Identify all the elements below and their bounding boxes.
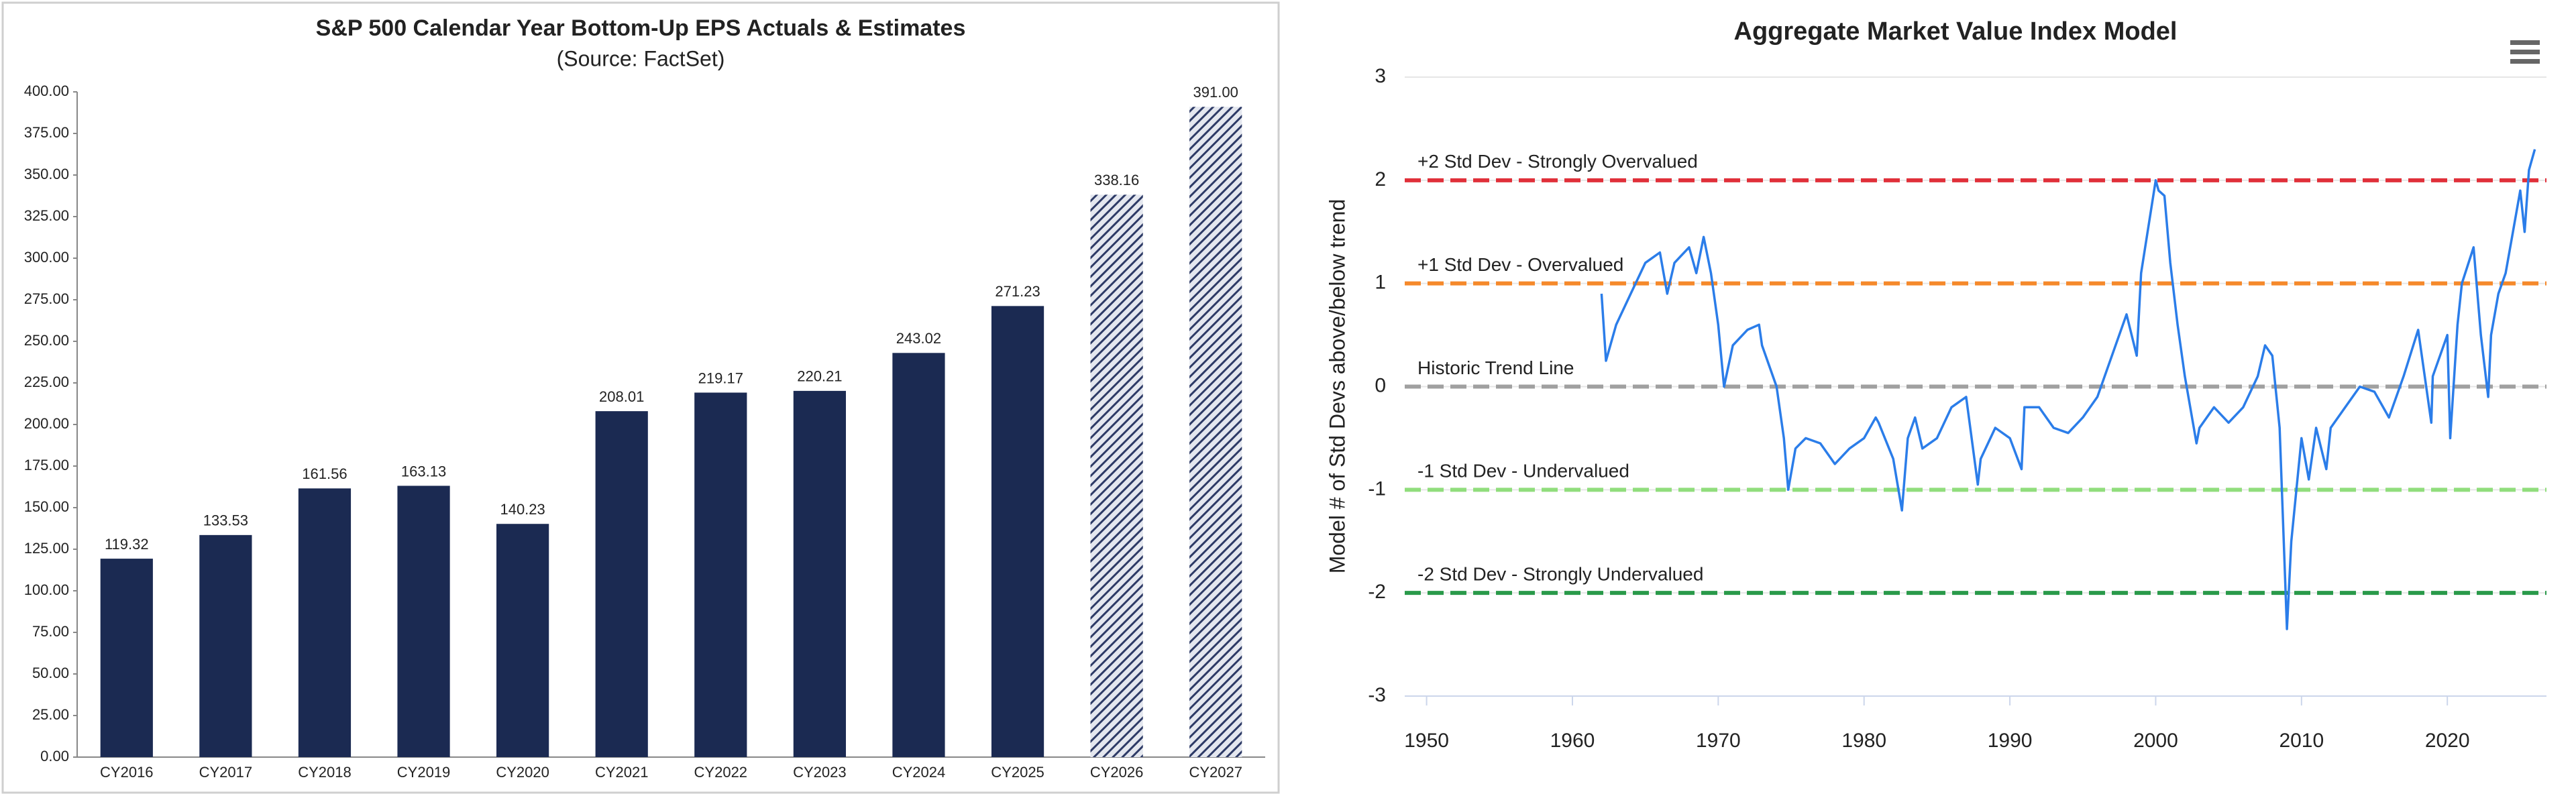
y-tick-label: 1	[1375, 272, 1386, 294]
value-label: 119.32	[105, 536, 149, 553]
x-tick-label: CY2016	[100, 764, 154, 781]
x-tick-label: 1990	[1988, 730, 2033, 752]
bar	[1090, 194, 1143, 758]
y-tick-label: -3	[1368, 684, 1386, 706]
y-tick-label: 3	[1375, 65, 1386, 87]
value-label: 163.13	[401, 463, 446, 479]
y-tick-label: 2	[1375, 168, 1386, 190]
bar	[298, 488, 352, 757]
y-tick-label: 100.00	[24, 581, 69, 598]
y-tick-label: -1	[1368, 477, 1386, 500]
y-tick-label: 125.00	[24, 540, 69, 557]
reference-label: +1 Std Dev - Overvalued	[1417, 254, 1623, 275]
line-series	[1600, 149, 2536, 630]
y-tick-label: 150.00	[24, 498, 69, 515]
y-tick-label: 200.00	[24, 415, 69, 432]
x-tick-label: CY2025	[991, 764, 1044, 781]
value-label: 161.56	[302, 465, 347, 482]
y-tick-label: 300.00	[24, 249, 69, 266]
bar	[694, 392, 747, 757]
y-tick-label: 275.00	[24, 290, 69, 307]
x-tick-label: CY2026	[1090, 764, 1144, 781]
value-label: 140.23	[500, 501, 545, 518]
y-tick-label: 325.00	[24, 207, 69, 224]
reference-label: Historic Trend Line	[1417, 357, 1574, 378]
chart-title: Aggregate Market Value Index Model	[1734, 17, 2178, 46]
chart-subtitle: (Source: FactSet)	[557, 46, 725, 70]
y-tick-label: 250.00	[24, 332, 69, 349]
value-label: 391.00	[1193, 84, 1238, 101]
x-tick-label: CY2027	[1189, 764, 1242, 781]
x-tick-label: CY2023	[793, 764, 847, 781]
value-label: 208.01	[599, 388, 644, 405]
value-label: 271.23	[995, 283, 1040, 300]
value-label: 338.16	[1094, 172, 1139, 188]
value-label: 220.21	[797, 368, 842, 385]
x-tick-label: 1960	[1550, 730, 1595, 752]
x-tick-label: CY2017	[199, 764, 253, 781]
x-tick-label: 2010	[2279, 730, 2324, 752]
x-tick-label: CY2022	[694, 764, 748, 781]
y-tick-label: 350.00	[24, 166, 69, 182]
y-tick-label: 0.00	[40, 748, 69, 764]
x-tick-label: CY2021	[595, 764, 649, 781]
value-label: 243.02	[896, 330, 941, 347]
x-tick-label: 2000	[2133, 730, 2178, 752]
value-label: 133.53	[203, 512, 248, 529]
bar	[991, 306, 1044, 757]
y-tick-label: 50.00	[32, 665, 69, 681]
chart-title: S&P 500 Calendar Year Bottom-Up EPS Actu…	[316, 15, 966, 41]
y-tick-label: 225.00	[24, 374, 69, 390]
y-tick-label: 400.00	[24, 82, 69, 99]
y-tick-label: 175.00	[24, 457, 69, 473]
x-tick-label: CY2020	[496, 764, 549, 781]
y-tick-label: 375.00	[24, 124, 69, 141]
x-tick-label: CY2019	[397, 764, 451, 781]
y-tick-label: 25.00	[32, 706, 69, 723]
menu-bar	[2510, 59, 2540, 64]
x-tick-label: 2020	[2425, 730, 2470, 752]
bar	[100, 559, 153, 757]
reference-label: -1 Std Dev - Undervalued	[1417, 461, 1629, 481]
bar	[595, 411, 648, 757]
y-axis-label: Model # of Std Devs above/below trend	[1325, 199, 1349, 574]
bar	[793, 390, 846, 757]
x-tick-label: 1980	[1841, 730, 1886, 752]
menu-bar	[2510, 50, 2540, 54]
bar	[397, 486, 450, 757]
x-tick-label: CY2018	[298, 764, 352, 781]
bar	[199, 534, 252, 757]
bar	[892, 353, 945, 757]
reference-label: +2 Std Dev - Strongly Overvalued	[1417, 151, 1698, 172]
y-tick-label: 75.00	[32, 623, 69, 640]
y-tick-label: 0	[1375, 374, 1386, 396]
menu-button[interactable]	[2508, 38, 2542, 67]
value-label: 219.17	[698, 369, 743, 386]
x-tick-label: CY2024	[892, 764, 946, 781]
y-tick-label: -2	[1368, 581, 1386, 603]
bar	[496, 524, 549, 757]
menu-bar	[2510, 40, 2540, 45]
x-tick-label: 1950	[1404, 730, 1449, 752]
x-tick-label: 1970	[1696, 730, 1741, 752]
bar	[1189, 107, 1242, 757]
reference-label: -2 Std Dev - Strongly Undervalued	[1417, 564, 1703, 585]
left-frame	[1, 1, 1280, 794]
